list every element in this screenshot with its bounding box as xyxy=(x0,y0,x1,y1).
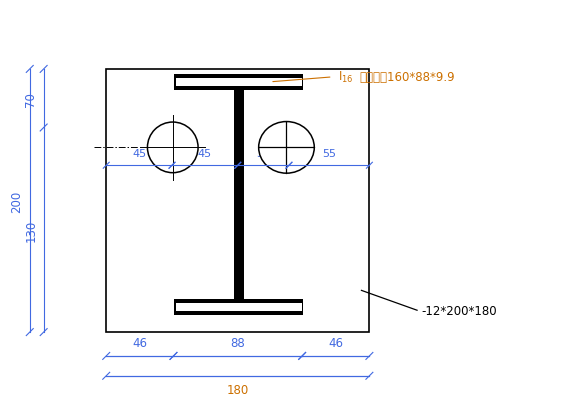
Bar xyxy=(174,75,303,91)
Bar xyxy=(176,303,302,312)
Text: 工字钢为160*88*9.9: 工字钢为160*88*9.9 xyxy=(359,71,455,84)
Text: 55: 55 xyxy=(322,149,336,159)
Bar xyxy=(106,70,369,332)
Bar xyxy=(176,79,302,87)
Text: 200: 200 xyxy=(10,190,23,212)
Text: $\mathregular{I_{16}}$: $\mathregular{I_{16}}$ xyxy=(338,70,353,85)
Text: 45: 45 xyxy=(198,149,212,159)
Ellipse shape xyxy=(259,122,314,174)
Text: 70: 70 xyxy=(24,91,37,106)
Bar xyxy=(174,300,303,316)
Text: -12*200*180: -12*200*180 xyxy=(421,304,497,317)
Text: 46: 46 xyxy=(133,336,147,349)
Text: 46: 46 xyxy=(328,336,343,349)
Text: 88: 88 xyxy=(231,336,245,349)
Text: 45: 45 xyxy=(132,149,146,159)
Bar xyxy=(233,87,244,303)
Text: 130: 130 xyxy=(24,219,37,241)
Text: 180: 180 xyxy=(227,383,249,396)
Text: 35: 35 xyxy=(257,149,270,159)
Circle shape xyxy=(147,123,198,173)
